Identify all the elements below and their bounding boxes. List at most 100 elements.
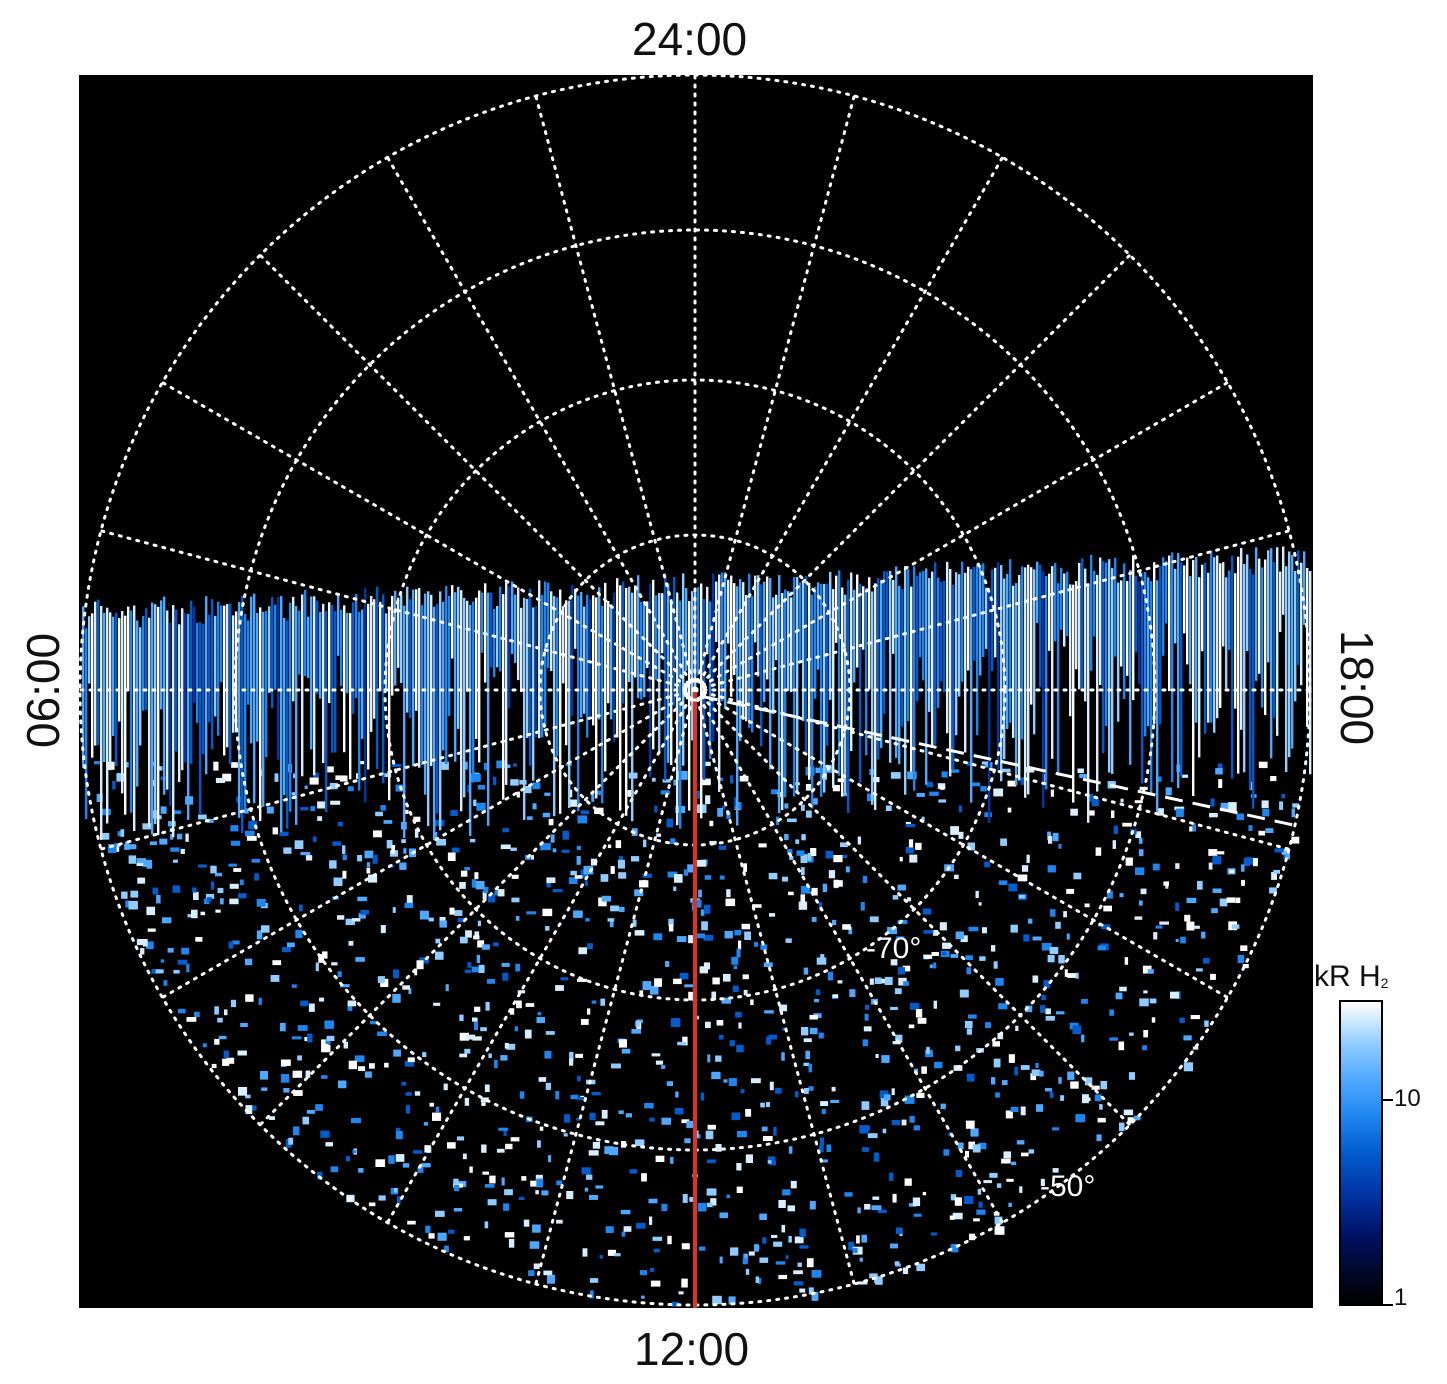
emission-pixel xyxy=(152,887,159,895)
emission-streak xyxy=(1042,571,1045,808)
emission-pixel xyxy=(1203,957,1210,964)
emission-streak xyxy=(514,594,517,663)
emission-streak xyxy=(487,592,490,826)
emission-pixel xyxy=(859,1125,869,1134)
emission-pixel xyxy=(875,1152,879,1160)
emission-pixel xyxy=(759,1213,767,1220)
emission-pixel xyxy=(578,947,587,955)
emission-pixel xyxy=(239,879,244,886)
emission-streak xyxy=(1183,565,1186,634)
emission-streak xyxy=(238,602,241,818)
emission-pixel xyxy=(922,908,932,915)
emission-streak xyxy=(184,612,187,763)
emission-pixel xyxy=(901,1119,907,1126)
emission-pixel xyxy=(160,806,167,814)
emission-pixel xyxy=(419,957,429,964)
emission-pixel xyxy=(395,1127,401,1132)
emission-pixel xyxy=(555,985,564,991)
emission-pixel xyxy=(766,1102,770,1107)
emission-streak xyxy=(205,596,208,775)
emission-pixel xyxy=(597,790,602,796)
emission-pixel xyxy=(319,997,325,1002)
emission-streak xyxy=(1216,555,1219,719)
emission-pixel xyxy=(391,763,402,767)
emission-streak xyxy=(511,581,514,654)
emission-streak xyxy=(829,571,832,700)
emission-pixel xyxy=(500,844,511,850)
emission-pixel xyxy=(1045,1015,1055,1021)
emission-pixel xyxy=(351,1118,361,1124)
emission-streak xyxy=(250,596,253,744)
emission-pixel xyxy=(594,807,604,815)
colorbar-tick-10: 10 xyxy=(1394,1085,1421,1112)
emission-pixel xyxy=(546,877,556,884)
emission-pixel xyxy=(1008,1202,1012,1207)
local-time-label-bottom: 12:00 xyxy=(634,1323,750,1375)
emission-pixel xyxy=(745,1268,750,1275)
emission-streak xyxy=(247,620,250,705)
emission-pixel xyxy=(922,1191,927,1196)
emission-pixel xyxy=(890,1006,898,1010)
emission-pixel xyxy=(386,840,393,849)
emission-pixel xyxy=(859,1257,863,1262)
emission-pixel xyxy=(656,833,662,837)
emission-pixel xyxy=(516,791,520,798)
emission-pixel xyxy=(671,1301,679,1307)
emission-pixel xyxy=(313,836,317,842)
emission-streak xyxy=(193,606,196,704)
emission-streak xyxy=(202,623,205,755)
emission-pixel xyxy=(751,1078,761,1084)
emission-streak xyxy=(427,591,430,827)
emission-pixel xyxy=(233,868,242,872)
emission-streak xyxy=(955,572,958,736)
emission-streak xyxy=(232,615,235,733)
emission-pixel xyxy=(214,1038,220,1045)
emission-pixel xyxy=(1040,1178,1045,1187)
emission-pixel xyxy=(1153,932,1158,940)
emission-streak xyxy=(796,576,799,792)
emission-pixel xyxy=(931,952,939,956)
dashed-reference-line xyxy=(699,694,1299,828)
emission-pixel xyxy=(459,1032,469,1041)
local-time-meridian xyxy=(160,688,697,999)
emission-pixel xyxy=(395,1154,405,1162)
emission-pixel xyxy=(450,810,458,816)
emission-streak xyxy=(1171,552,1174,783)
emission-streak xyxy=(730,575,733,697)
emission-pixel xyxy=(698,1246,706,1251)
emission-pixel xyxy=(245,1105,253,1115)
emission-streak xyxy=(190,600,193,764)
emission-streak xyxy=(409,599,412,718)
emission-pixel xyxy=(1050,789,1054,797)
emission-pixel xyxy=(550,834,555,843)
emission-streak xyxy=(589,599,592,718)
emission-streak xyxy=(451,585,454,659)
emission-pixel xyxy=(621,1048,631,1054)
emission-pixel xyxy=(494,1059,498,1069)
emission-streak xyxy=(376,586,379,769)
emission-pixel xyxy=(477,920,481,927)
emission-pixel xyxy=(1043,980,1051,989)
emission-pixel xyxy=(425,1226,431,1231)
emission-pixel xyxy=(521,1176,527,1181)
emission-pixel xyxy=(703,962,710,970)
emission-streak xyxy=(532,607,535,781)
emission-pixel xyxy=(1070,1081,1079,1089)
emission-pixel xyxy=(535,1190,539,1195)
emission-streak xyxy=(610,604,613,720)
emission-pixel xyxy=(445,984,449,992)
emission-streak xyxy=(274,604,277,690)
emission-streak xyxy=(1018,575,1021,781)
emission-pixel xyxy=(1077,768,1084,774)
emission-pixel xyxy=(566,1191,574,1200)
emission-streak xyxy=(982,563,985,657)
emission-pixel xyxy=(354,1055,365,1062)
emission-pixel xyxy=(352,1149,357,1154)
emission-pixel xyxy=(980,786,987,792)
emission-streak xyxy=(1084,568,1087,702)
emission-pixel xyxy=(476,954,481,963)
emission-pixel xyxy=(581,1019,589,1025)
emission-pixel xyxy=(743,989,748,996)
emission-streak xyxy=(688,601,691,811)
emission-pixel xyxy=(750,999,754,1006)
